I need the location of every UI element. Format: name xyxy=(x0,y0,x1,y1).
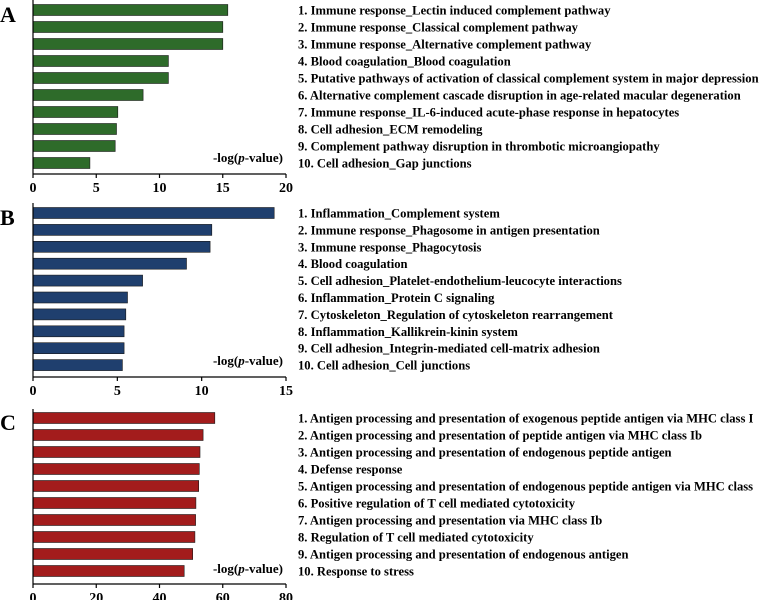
bar xyxy=(32,480,199,492)
category-label: 2. Antigen processing and presentation o… xyxy=(298,429,702,443)
bar xyxy=(32,514,196,526)
x-axis-label: -log(p-value) xyxy=(213,353,283,368)
bar xyxy=(32,157,91,169)
category-label: 9. Complement pathway disruption in thro… xyxy=(298,140,660,154)
bar xyxy=(32,207,275,219)
x-axis-label: -log(p-value) xyxy=(213,150,283,165)
x-tick-label: 20 xyxy=(279,181,293,196)
bar xyxy=(32,72,169,84)
x-axis-label-italic: p xyxy=(237,561,245,576)
x-tick-label: 0 xyxy=(30,591,37,600)
bar xyxy=(32,274,143,287)
bar xyxy=(32,140,116,152)
x-axis-label-prefix: -log( xyxy=(213,353,238,368)
bar xyxy=(32,123,117,135)
category-label: 5. Cell adhesion_Platelet-endothelium-le… xyxy=(298,274,622,288)
category-label: 6. Inflammation_Protein C signaling xyxy=(298,291,495,305)
chart-panel-b: B 0 5 10 15 -log(p-value) 1. Inflammation_Comp… xyxy=(0,203,622,399)
chart-panel-a: A 0 5 10 15 20 -log(p-value) 1. Immune response… xyxy=(0,0,759,196)
chart-panel-c: C 0 20 40 60 80 -log(p-value) 1. Antigen proces… xyxy=(0,409,753,600)
category-label: 5. Putative pathways of activation of cl… xyxy=(298,72,759,86)
x-tick-label: 5 xyxy=(93,181,100,196)
category-label: 1. Inflammation_Complement system xyxy=(298,207,500,221)
x-axis-label-suffix: -value) xyxy=(245,561,283,576)
panel-letter: C xyxy=(0,410,16,435)
bar xyxy=(32,359,123,371)
category-label: 7. Immune response_IL-6-induced acute-ph… xyxy=(298,106,679,120)
category-label: 1. Antigen processing and presentation o… xyxy=(298,412,753,426)
bar xyxy=(32,21,224,33)
x-axis-label-suffix: -value) xyxy=(245,150,283,165)
x-axis-label: -log(p-value) xyxy=(213,561,283,576)
category-label: 9. Cell adhesion_Integrin-mediated cell-… xyxy=(298,342,600,356)
category-label: 1. Immune response_Lectin induced comple… xyxy=(298,4,611,18)
x-axis-label-prefix: -log( xyxy=(213,561,238,576)
category-label: 8. Cell adhesion_ECM remodeling xyxy=(298,123,483,137)
x-tick-label: 40 xyxy=(153,591,167,600)
x-tick-label: 10 xyxy=(195,384,209,399)
x-axis-label-suffix: -value) xyxy=(245,353,283,368)
category-label: 10. Cell adhesion_Cell junctions xyxy=(298,359,470,373)
bar xyxy=(32,463,200,475)
bar xyxy=(32,241,211,253)
bar xyxy=(32,291,128,304)
x-tick-label: 15 xyxy=(216,181,230,196)
x-axis-label-italic: p xyxy=(237,353,245,368)
x-tick-label: 5 xyxy=(114,384,121,399)
panel-letter: A xyxy=(0,2,16,27)
category-label: 4. Blood coagulation xyxy=(298,257,408,271)
category-label: 4. Blood coagulation_Blood coagulation xyxy=(298,55,511,69)
category-label: 8. Regulation of T cell mediated cytotox… xyxy=(298,531,534,545)
bar xyxy=(32,55,169,67)
bar xyxy=(32,342,125,355)
category-label: 6. Positive regulation of T cell mediate… xyxy=(298,497,576,511)
bar xyxy=(32,412,216,424)
x-tick-label: 0 xyxy=(30,181,37,196)
bar xyxy=(32,446,201,458)
category-label: 7. Antigen processing and presentation v… xyxy=(298,514,602,528)
bar xyxy=(32,531,196,543)
bar xyxy=(32,257,187,270)
panel-letter: B xyxy=(0,205,15,230)
x-tick-label: 80 xyxy=(279,591,293,600)
category-label: 7. Cytoskeleton_Regulation of cytoskelet… xyxy=(298,308,614,322)
bar xyxy=(32,497,197,509)
x-tick-label: 60 xyxy=(216,591,230,600)
bar xyxy=(32,308,127,321)
category-label: 3. Antigen processing and presentation o… xyxy=(298,446,672,460)
category-label: 2. Immune response_Phagosome in antigen … xyxy=(298,223,600,237)
category-label: 8. Inflammation_Kallikrein-kinin system xyxy=(298,325,518,339)
bar xyxy=(32,325,125,338)
bar xyxy=(32,38,224,50)
bar xyxy=(32,429,204,441)
x-tick-label: 10 xyxy=(153,181,167,196)
category-label: 6. Alternative complement cascade disrup… xyxy=(298,89,741,103)
category-label: 2. Immune response_Classical complement … xyxy=(298,21,579,35)
x-axis-label-italic: p xyxy=(237,150,245,165)
category-label: 3. Immune response_Alternative complemen… xyxy=(298,38,592,52)
category-label: 3. Immune response_Phagocytosis xyxy=(298,240,482,254)
bar xyxy=(32,89,144,101)
category-label: 4. Defense response xyxy=(298,463,403,477)
category-label: 5. Antigen processing and presentation o… xyxy=(298,480,753,494)
bar xyxy=(32,224,213,236)
category-label: 10. Cell adhesion_Gap junctions xyxy=(298,157,472,171)
bar xyxy=(32,106,119,118)
x-tick-label: 15 xyxy=(279,384,293,399)
category-label: 9. Antigen processing and presentation o… xyxy=(298,548,629,562)
x-tick-label: 0 xyxy=(30,384,37,399)
x-axis-label-prefix: -log( xyxy=(213,150,238,165)
bar xyxy=(32,565,185,577)
x-tick-label: 20 xyxy=(89,591,103,600)
bar xyxy=(32,548,193,560)
category-label: 10. Response to stress xyxy=(298,565,414,579)
bar xyxy=(32,4,229,16)
